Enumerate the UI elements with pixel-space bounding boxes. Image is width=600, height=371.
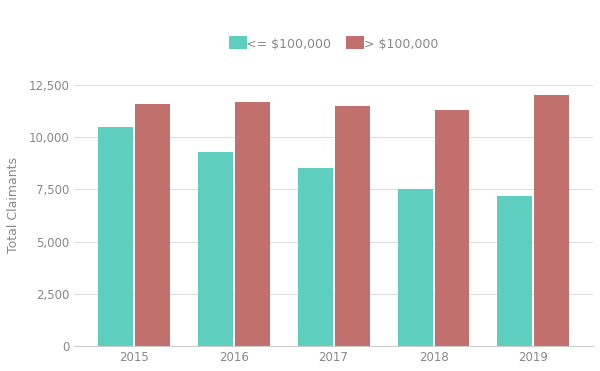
Bar	[535, 95, 569, 346]
Bar	[98, 127, 133, 346]
Bar	[134, 104, 170, 346]
Y-axis label: Total Claimants: Total Claimants	[7, 157, 20, 253]
Bar	[434, 110, 469, 346]
Legend: <= $100,000, > $100,000: <= $100,000, > $100,000	[224, 33, 443, 56]
Bar	[197, 152, 233, 346]
Bar	[398, 189, 433, 346]
Bar	[298, 168, 332, 346]
Bar	[497, 196, 532, 346]
Bar	[235, 102, 269, 346]
Bar	[335, 106, 370, 346]
